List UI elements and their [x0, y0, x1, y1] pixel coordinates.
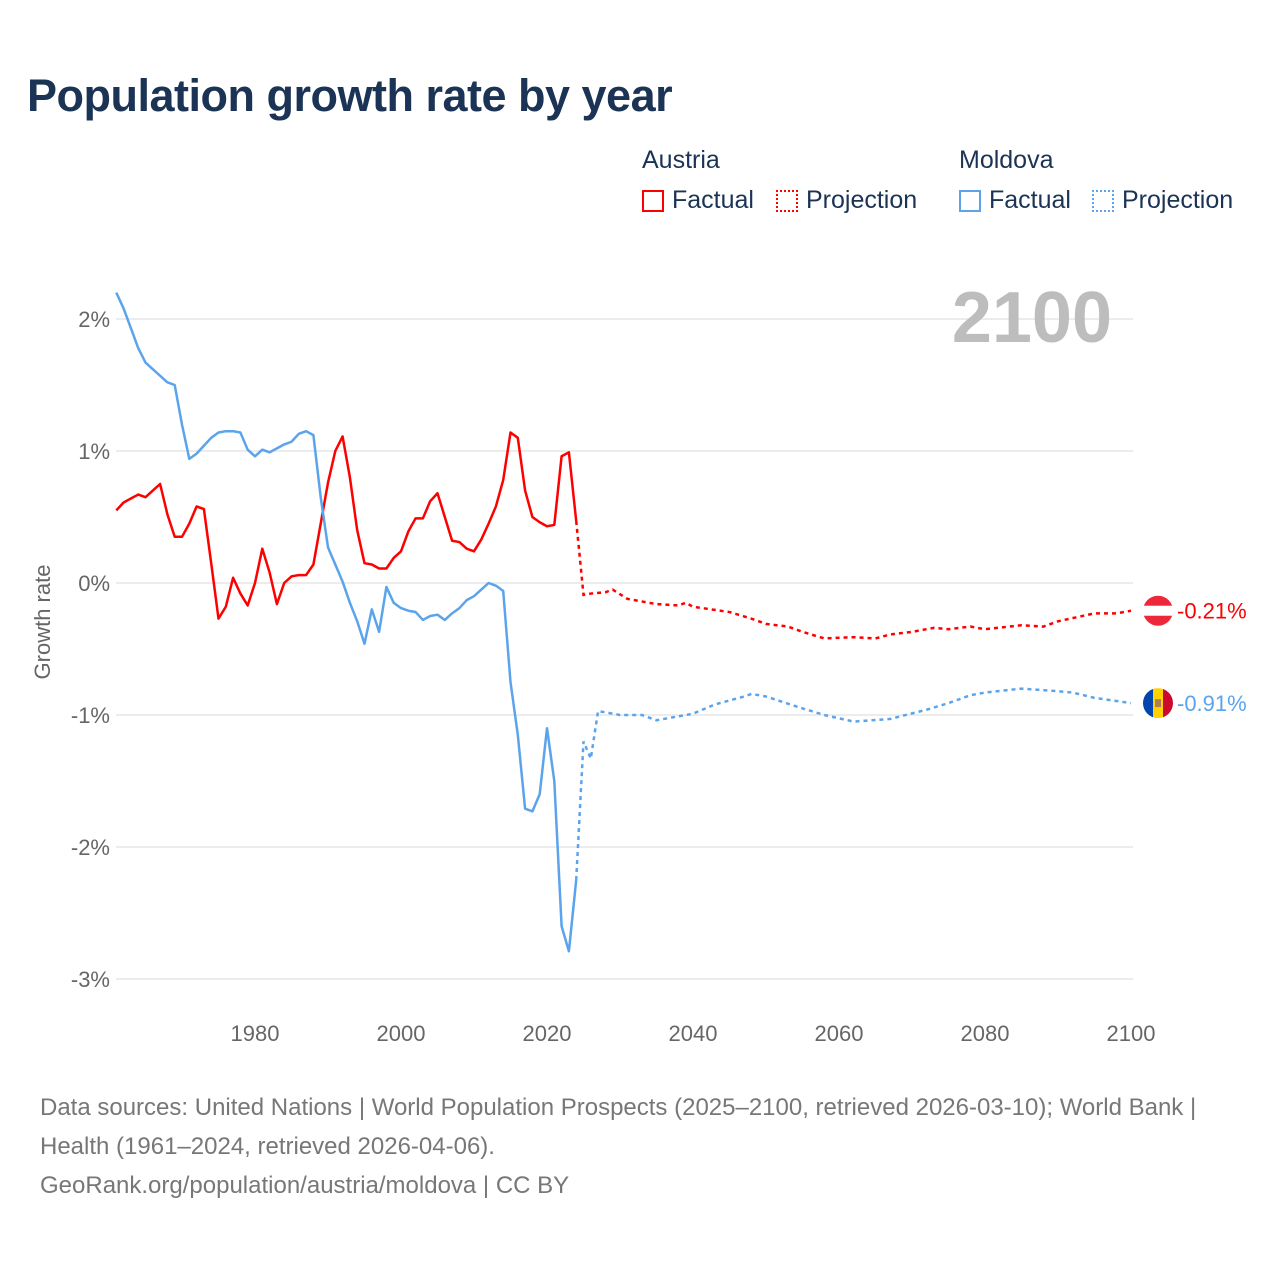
moldova-projection-line: [574, 687, 1132, 881]
austria-end-label: -0.21%: [1177, 599, 1247, 624]
moldova-factual-line: [115, 292, 578, 953]
y-tick-label: 2%: [78, 307, 110, 332]
legend-moldova-factual[interactable]: Factual: [959, 186, 1071, 215]
footer-sources: Data sources: United Nations | World Pop…: [40, 1094, 1197, 1160]
x-tick-label: 2080: [961, 1021, 1010, 1046]
footer: Data sources: United Nations | World Pop…: [40, 1088, 1240, 1205]
legend-swatch-dotted: [776, 189, 798, 212]
year-watermark: 2100: [952, 278, 1112, 358]
legend-swatch-solid: [959, 189, 981, 212]
y-tick-label: 0%: [78, 571, 110, 596]
austria-flag-icon: [1143, 595, 1173, 626]
y-axis-label: Growth rate: [30, 565, 55, 680]
x-tick-label: 2040: [669, 1021, 718, 1046]
x-tick-label: 2000: [377, 1021, 426, 1046]
moldova-end-label: -0.91%: [1177, 691, 1247, 716]
footer-attribution[interactable]: GeoRank.org/population/austria/moldova |…: [40, 1172, 570, 1199]
legend-swatch-solid: [642, 189, 664, 212]
austria-projection-line: [574, 520, 1132, 640]
legend-austria-projection[interactable]: Projection: [776, 186, 917, 215]
y-tick-label: 1%: [78, 439, 110, 464]
y-tick-label: -3%: [71, 967, 110, 992]
legend-label: Projection: [1122, 186, 1234, 214]
legend-label: Projection: [806, 186, 918, 214]
x-tick-label: 2100: [1107, 1021, 1156, 1046]
chart-title: Population growth rate by year: [27, 70, 673, 121]
legend-group-austria: Austria: [642, 146, 720, 174]
x-tick-label: 1980: [231, 1021, 280, 1046]
line-chart: 2% 1% 0% -1% -2% -3% 1980 2000 2020 2040 2060 2080 2…: [30, 278, 1247, 1046]
austria-factual-line: [115, 431, 578, 620]
legend-moldova-projection[interactable]: Projection: [1092, 186, 1233, 215]
x-tick-label: 2060: [815, 1021, 864, 1046]
x-tick-label: 2020: [523, 1021, 572, 1046]
moldova-flag-icon: [1143, 688, 1173, 719]
legend-label: Factual: [672, 186, 754, 214]
legend-austria-factual[interactable]: Factual: [642, 186, 754, 215]
y-tick-label: -2%: [71, 835, 110, 860]
legend-label: Factual: [989, 186, 1071, 214]
y-tick-label: -1%: [71, 703, 110, 728]
legend-swatch-dotted: [1092, 189, 1114, 212]
legend-group-moldova: Moldova: [959, 146, 1054, 174]
